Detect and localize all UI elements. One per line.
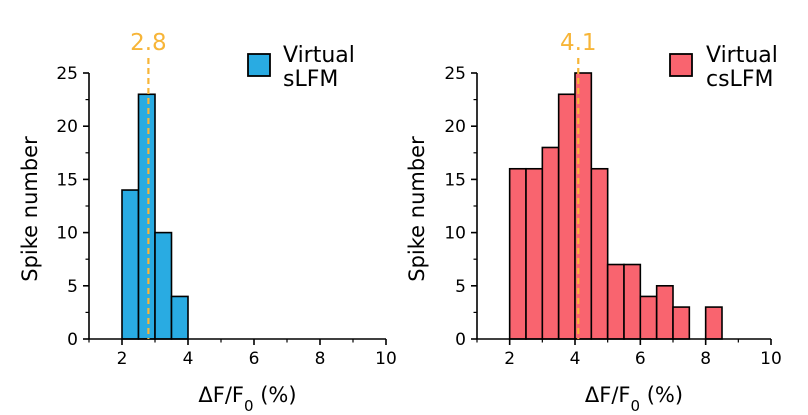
legend-swatch	[247, 53, 271, 77]
y-tick-label: 5	[67, 277, 78, 297]
x-tick-label: 4	[570, 349, 581, 369]
y-tick-label: 0	[67, 330, 78, 350]
x-tick-label: 6	[249, 349, 260, 369]
histogram-bar	[623, 263, 642, 340]
y-tick-label: 15	[444, 170, 466, 190]
y-tick-label: 20	[56, 117, 78, 137]
legend-swatch	[669, 53, 693, 77]
histogram-bar	[121, 189, 140, 340]
histogram-bar	[508, 167, 527, 340]
legend-label-line-2: sLFM	[283, 67, 338, 92]
y-tick-label: 25	[56, 64, 78, 84]
histogram-bar	[525, 167, 544, 340]
histogram-bar	[606, 263, 625, 340]
legend-label-line-1: Virtual	[706, 43, 778, 68]
histogram-bar	[672, 306, 691, 340]
y-axis-label: Spike number	[405, 136, 429, 282]
x-tick-label: 6	[635, 349, 646, 369]
y-tick-label: 5	[455, 277, 466, 297]
histogram-bar	[154, 231, 173, 340]
legend-label-line-1: Virtual	[283, 43, 355, 68]
y-axis-label: Spike number	[18, 136, 42, 282]
histogram-bar	[590, 167, 609, 340]
histogram-bar	[557, 93, 576, 340]
histogram-bar	[704, 306, 723, 340]
histogram-bar	[541, 146, 560, 340]
x-tick-label: 2	[504, 349, 515, 369]
y-tick-label: 10	[444, 224, 466, 244]
x-tick-label: 2	[117, 349, 128, 369]
y-tick-label: 10	[56, 224, 78, 244]
histogram-bar	[170, 295, 189, 340]
mean-label: 4.1	[560, 30, 597, 56]
histogram-bar	[137, 93, 156, 340]
x-tick-label: 10	[760, 349, 782, 369]
x-axis-label: ΔF/F0 (%)	[198, 383, 296, 415]
histogram-bar	[639, 295, 658, 340]
x-axis-label: ΔF/F0 (%)	[585, 383, 683, 415]
x-tick-label: 10	[375, 349, 397, 369]
histogram-bar	[655, 284, 674, 340]
y-tick-label: 25	[444, 64, 466, 84]
mean-label: 2.8	[130, 30, 167, 56]
y-tick-label: 15	[56, 170, 78, 190]
y-tick-label: 0	[455, 330, 466, 350]
x-tick-label: 8	[315, 349, 326, 369]
legend-label-line-2: csLFM	[706, 67, 773, 92]
y-tick-label: 20	[444, 117, 466, 137]
x-tick-label: 8	[700, 349, 711, 369]
x-tick-label: 4	[183, 349, 194, 369]
